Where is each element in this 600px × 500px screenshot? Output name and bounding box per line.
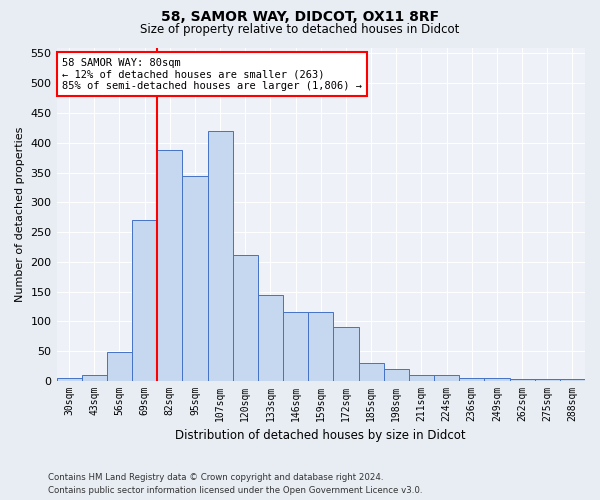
Bar	[56, 378, 82, 381]
Bar	[233, 255, 258, 381]
Bar	[459, 378, 484, 381]
Text: Size of property relative to detached houses in Didcot: Size of property relative to detached ho…	[140, 22, 460, 36]
Bar	[82, 374, 107, 381]
Bar	[308, 312, 334, 381]
Bar	[535, 380, 560, 381]
Bar	[334, 327, 359, 381]
Bar	[509, 380, 535, 381]
Bar	[560, 380, 585, 381]
Bar	[359, 363, 383, 381]
Text: Contains public sector information licensed under the Open Government Licence v3: Contains public sector information licen…	[48, 486, 422, 495]
X-axis label: Distribution of detached houses by size in Didcot: Distribution of detached houses by size …	[175, 430, 466, 442]
Bar	[107, 352, 132, 381]
Bar	[258, 296, 283, 381]
Bar	[208, 131, 233, 381]
Bar	[182, 176, 208, 381]
Bar	[283, 312, 308, 381]
Bar	[484, 378, 509, 381]
Text: 58 SAMOR WAY: 80sqm
← 12% of detached houses are smaller (263)
85% of semi-detac: 58 SAMOR WAY: 80sqm ← 12% of detached ho…	[62, 58, 362, 90]
Text: 58, SAMOR WAY, DIDCOT, OX11 8RF: 58, SAMOR WAY, DIDCOT, OX11 8RF	[161, 10, 439, 24]
Text: Contains HM Land Registry data © Crown copyright and database right 2024.: Contains HM Land Registry data © Crown c…	[48, 472, 383, 482]
Bar	[409, 375, 434, 381]
Bar	[434, 375, 459, 381]
Bar	[157, 150, 182, 381]
Bar	[132, 220, 157, 381]
Y-axis label: Number of detached properties: Number of detached properties	[15, 126, 25, 302]
Bar	[383, 369, 409, 381]
